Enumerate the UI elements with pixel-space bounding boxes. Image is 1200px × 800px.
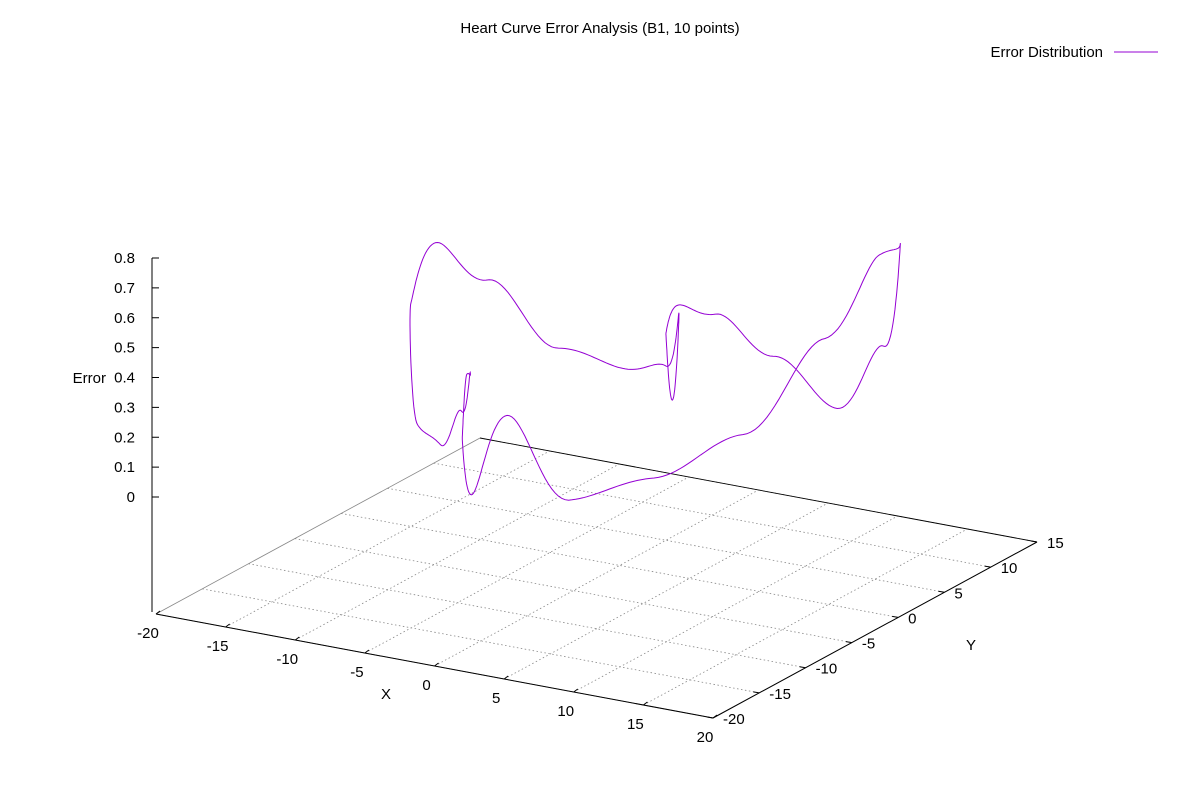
grid-line-x bbox=[573, 515, 898, 693]
legend-entry-label: Error Distribution bbox=[990, 44, 1103, 61]
y-tick-label: 10 bbox=[1001, 560, 1018, 577]
x-tick bbox=[643, 701, 648, 706]
x-tick bbox=[364, 649, 370, 654]
y-tick bbox=[799, 666, 806, 669]
x-tick-label: 10 bbox=[557, 703, 574, 720]
x-tick-label: -20 bbox=[137, 625, 159, 642]
x-tick bbox=[294, 636, 300, 641]
series-line-error-distribution bbox=[409, 241, 901, 501]
grid-line-x bbox=[503, 502, 829, 680]
y-tick bbox=[1030, 540, 1038, 543]
x-tick-label: 15 bbox=[627, 716, 644, 733]
y-axis-label: Y bbox=[966, 637, 976, 654]
grid-line-y bbox=[433, 462, 991, 568]
y-tick bbox=[984, 565, 991, 568]
grid-line-x bbox=[295, 463, 620, 641]
x-tick-label: -15 bbox=[207, 638, 229, 655]
grid-line-y bbox=[248, 563, 806, 669]
z-tick-label: 0.5 bbox=[114, 340, 135, 357]
z-tick-label: 0 bbox=[127, 489, 135, 506]
y-tick bbox=[845, 641, 852, 644]
x-tick-label: -5 bbox=[350, 664, 363, 681]
chart-title: Heart Curve Error Analysis (B1, 10 point… bbox=[460, 20, 739, 37]
grid-line-y bbox=[294, 538, 852, 643]
y-tick bbox=[753, 691, 760, 694]
y-tick-label: 15 bbox=[1047, 535, 1064, 552]
z-tick-label: 0.7 bbox=[114, 280, 135, 297]
x-tick bbox=[503, 675, 509, 680]
series-error-distribution bbox=[409, 241, 901, 501]
x-tick-label: 0 bbox=[422, 677, 430, 694]
y-axis-line bbox=[712, 541, 1038, 719]
grid-line-x bbox=[225, 450, 550, 628]
tick-labels: -20 -15 -10 -5 0 5 10 15 20 -20 -15 -10 -5 0 5 10 15 0 0.1… bbox=[114, 250, 1064, 746]
x-tick-label: 5 bbox=[492, 690, 500, 707]
z-tick-label: 0.2 bbox=[114, 429, 135, 446]
y-tick-label: -10 bbox=[816, 661, 838, 678]
z-axis-label: Error bbox=[73, 370, 106, 387]
z-tick-label: 0.1 bbox=[114, 459, 135, 476]
grid-line-y bbox=[387, 487, 945, 593]
y-tick bbox=[938, 590, 945, 593]
legend: Error Distribution bbox=[990, 44, 1158, 61]
grid-line-x bbox=[643, 528, 968, 706]
grid-line-x bbox=[434, 489, 759, 667]
grid-line-y bbox=[341, 513, 899, 618]
y-tick bbox=[706, 716, 714, 719]
x-tick-label: -10 bbox=[276, 651, 298, 668]
x-tick bbox=[155, 610, 161, 615]
x-tick bbox=[225, 623, 230, 628]
x-tick bbox=[434, 662, 439, 667]
axes bbox=[151, 258, 1038, 719]
z-tick-label: 0.8 bbox=[114, 250, 135, 267]
x-tick bbox=[573, 688, 579, 693]
x-tick bbox=[712, 714, 718, 719]
y-tick-label: 0 bbox=[908, 610, 916, 627]
y-tick-label: -15 bbox=[769, 686, 791, 703]
grid-line-y bbox=[202, 588, 760, 694]
y-tick bbox=[892, 615, 899, 618]
y-tick-label: -5 bbox=[862, 636, 875, 653]
z-tick-label: 0.6 bbox=[114, 310, 135, 327]
grid-line-x bbox=[155, 437, 481, 615]
z-tick-label: 0.3 bbox=[114, 399, 135, 416]
base-grid bbox=[155, 437, 1038, 719]
x-tick-label: 20 bbox=[697, 729, 714, 746]
grid-line-x bbox=[364, 476, 690, 654]
base-edge-far bbox=[479, 437, 1038, 543]
z-tick-label: 0.4 bbox=[114, 370, 135, 387]
y-tick-label: 5 bbox=[954, 585, 962, 602]
y-tick-label: -20 bbox=[723, 711, 745, 728]
x-axis-label: X bbox=[381, 686, 391, 703]
